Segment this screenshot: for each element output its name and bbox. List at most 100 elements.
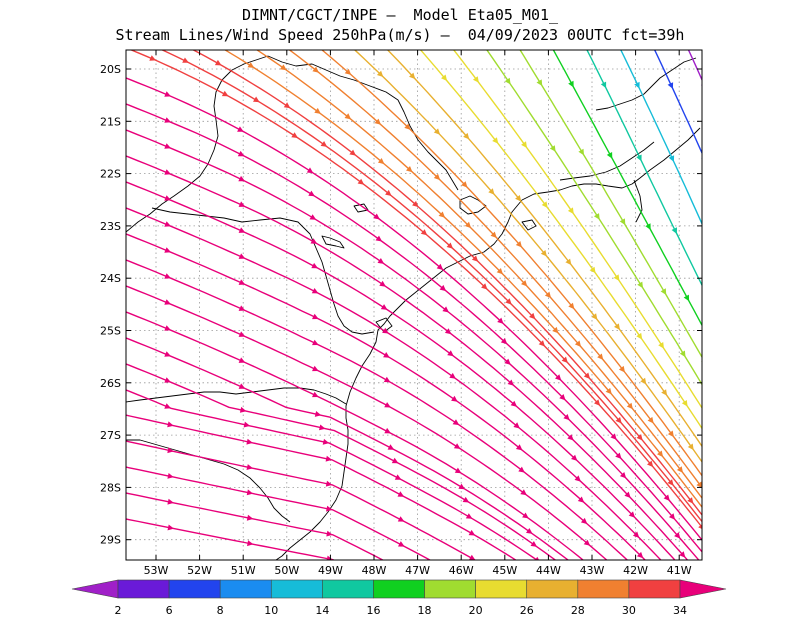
streamline-arrow (447, 350, 454, 357)
streamline (126, 337, 570, 560)
lat-label: 24S (100, 272, 121, 285)
streamline-arrow (488, 188, 495, 195)
streamline-arrow (549, 145, 556, 152)
streamline (519, 50, 702, 359)
streamline-arrow (568, 80, 574, 88)
streamline-arrow (238, 175, 246, 182)
colorbar-label: 2 (115, 604, 122, 617)
streamline-arrow (246, 464, 253, 470)
streamline-arrow (526, 528, 533, 534)
streamline-arrow (707, 515, 713, 522)
streamline-arrow (312, 339, 319, 346)
streamline-arrow (583, 539, 591, 546)
streamline-arrow (238, 305, 246, 311)
streamline-arrow (409, 72, 416, 80)
streamline-arrow (167, 524, 174, 531)
streamline-arrow (658, 342, 664, 349)
streamline-arrow (513, 422, 520, 429)
streamline-arrow (314, 411, 322, 417)
state-border-ne2 (559, 141, 655, 181)
streamline-arrow (164, 325, 171, 331)
streamline-arrow (521, 141, 527, 148)
streamline (786, 40, 789, 48)
streamline (486, 50, 702, 386)
streamline-arrow (453, 443, 461, 449)
streamline-arrow (446, 242, 454, 249)
streamline-arrow (591, 313, 598, 320)
streamline (126, 363, 557, 560)
lat-label: 23S (100, 220, 121, 233)
streamline-arrow (322, 438, 330, 445)
colorbar-swatch (322, 579, 374, 599)
state-border-south (126, 387, 347, 405)
lon-label: 47W (405, 564, 430, 577)
streamline-arrow (377, 158, 385, 165)
colorbar-swatch (219, 579, 272, 599)
streamline-arrow (515, 195, 522, 202)
streamline-arrow (667, 82, 674, 89)
streamline-arrow (149, 55, 156, 61)
streamline-arrow (238, 357, 246, 363)
streamline-arrow (574, 340, 582, 347)
lat-label: 25S (100, 325, 121, 338)
streamline-arrow (439, 284, 447, 292)
streamline-arrow (661, 389, 668, 396)
colorbar-swatch (424, 579, 476, 599)
streamline (752, 40, 756, 48)
streamline (160, 50, 702, 523)
lon-label: 42W (623, 564, 648, 577)
streamline-arrow (520, 489, 527, 496)
streamline-arrow (490, 231, 497, 238)
streamline (419, 50, 702, 430)
streamline-arrow (320, 141, 328, 147)
streamline-arrow (568, 302, 575, 310)
streamline-arrow (452, 419, 460, 426)
streamline-arrow (357, 178, 365, 185)
colorbar-label: 10 (264, 604, 278, 617)
streamline-arrow (529, 312, 536, 320)
streamline-arrow (619, 472, 627, 479)
streamline-arrow (164, 169, 171, 175)
streamline-arrow (647, 460, 654, 468)
lon-label: 45W (492, 564, 517, 577)
lat-label: 28S (100, 481, 121, 494)
lon-label: 50W (274, 564, 299, 577)
streamline-arrow (605, 387, 612, 395)
streamline-arrow (668, 513, 676, 520)
streamline-arrow (707, 456, 713, 463)
streamline-arrow (510, 400, 518, 407)
streamline-arrow (497, 317, 504, 324)
colorbar-swatch (117, 579, 170, 599)
streamline-arrow (412, 200, 419, 208)
map-frame (125, 49, 703, 561)
streamline-arrow (530, 541, 538, 547)
streamline-arrow (577, 496, 585, 503)
map-title-line-1: DIMNT/CGCT/INPE — Model Eta05_M01_ (241, 6, 559, 24)
streamline-arrow (471, 255, 479, 262)
lon-label: 46W (449, 564, 474, 577)
streamline-arrow (504, 77, 511, 85)
streamline-arrow (468, 529, 476, 536)
streamline-arrow (597, 353, 604, 360)
streamline-arrow (283, 102, 291, 109)
streamline-arrow (578, 148, 584, 156)
streamline-arrow (404, 123, 411, 130)
streamline-arrow (645, 223, 651, 230)
streamline-arrow (687, 443, 694, 451)
streamline-arrow (383, 376, 391, 383)
streamline-arrow (238, 227, 246, 233)
streamline-arrow (379, 280, 386, 287)
streamline-arrow (555, 374, 562, 381)
colorbar-label: 18 (418, 604, 432, 617)
streamline-arrow (461, 181, 468, 188)
streamline-arrow (164, 117, 171, 123)
streamline-arrow (310, 238, 318, 244)
streamline-arrow (679, 350, 686, 358)
lat-label: 29S (100, 534, 121, 547)
streamline-arrow (676, 466, 683, 473)
colorbar-max-triangle (679, 579, 727, 599)
streamline-arrow (624, 491, 631, 498)
colorbar (71, 579, 727, 599)
streamline (255, 50, 702, 500)
streamline-arrow (600, 81, 607, 89)
